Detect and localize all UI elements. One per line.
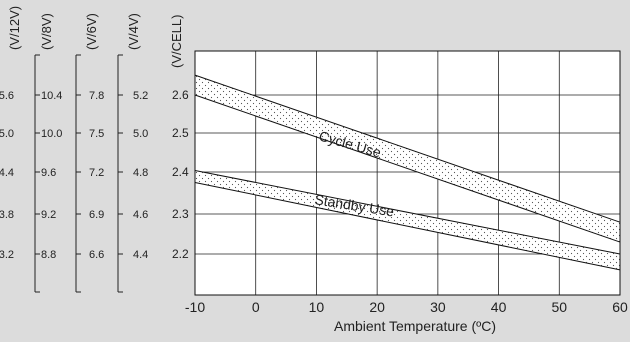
- extra-axis-tick-label: 10.0: [41, 128, 62, 140]
- x-tick-label: 20: [369, 299, 385, 315]
- extra-axis-tick-label: 4.6: [133, 209, 148, 221]
- extra-axis-tick-label: 15.0: [0, 128, 14, 140]
- y-tick-label: 2.3: [172, 207, 189, 221]
- y-tick-label: 2.5: [172, 126, 189, 140]
- extra-axis-label: (V/6V): [84, 13, 99, 50]
- extra-axis-tick-label: 9.2: [41, 209, 56, 221]
- plot-area: [195, 51, 620, 295]
- extra-axis-tick-label: 13.8: [0, 209, 14, 221]
- x-tick-label: 30: [430, 299, 446, 315]
- extra-axis-tick-label: 6.6: [89, 249, 104, 261]
- battery-voltage-axes: (V/12V) 15.6 15.0 14.4 13.8 13.2 (V/8V) 10.4 10.…: [0, 6, 148, 293]
- x-axis: -10 0 10 20 30 40 50 60: [185, 299, 628, 315]
- extra-axis-tick-label: 6.9: [89, 209, 104, 221]
- y-tick-label: 2.6: [172, 88, 189, 102]
- extra-axis-tick-label: 5.2: [133, 90, 148, 102]
- extra-axis-label: (V/12V): [7, 6, 22, 50]
- extra-axis-label: (V/8V): [39, 13, 54, 50]
- extra-axis-tick-label: 13.2: [0, 249, 14, 261]
- extra-axis-tick-label: 8.8: [41, 249, 56, 261]
- extra-axis-tick-label: 7.5: [89, 128, 104, 140]
- band-fill-0: [195, 75, 620, 243]
- y-tick-label: 2.2: [172, 247, 189, 261]
- extra-axis-tick-label: 4.4: [133, 249, 148, 261]
- x-tick-label: 40: [491, 299, 507, 315]
- extra-axis-tick-label: 10.4: [41, 90, 62, 102]
- extra-axis-label: (V/4V): [126, 13, 141, 50]
- extra-axis-tick-label: 15.6: [0, 90, 14, 102]
- y-axis-label: (V/CELL): [169, 15, 184, 68]
- extra-axis-tick-label: 5.0: [133, 128, 148, 140]
- extra-axis-tick-label: 4.8: [133, 167, 148, 179]
- extra-axis-tick-label: 7.2: [89, 167, 104, 179]
- x-tick-label: -10: [185, 299, 205, 315]
- x-tick-label: 10: [309, 299, 325, 315]
- band-upper-line-1: [194, 170, 621, 255]
- y-axis: 2.6 2.5 2.4 2.3 2.2: [172, 88, 189, 261]
- band-fill-1: [195, 170, 620, 270]
- plot-frame: [194, 50, 621, 296]
- extra-axis-tick-label: 7.8: [89, 90, 104, 102]
- y-tick-label: 2.4: [172, 165, 189, 179]
- x-tick-label: 50: [551, 299, 567, 315]
- usage-bands: [194, 74, 621, 271]
- band-lower-line-0: [194, 94, 621, 243]
- x-axis-label: Ambient Temperature (ºC): [334, 318, 496, 334]
- x-tick-label: 0: [252, 299, 260, 315]
- x-tick-label: 60: [612, 299, 628, 315]
- band-lower-line-1: [194, 181, 621, 271]
- extra-axis-tick-label: 9.6: [41, 167, 56, 179]
- extra-axis-tick-label: 14.4: [0, 167, 14, 179]
- band-upper-line-0: [194, 74, 621, 223]
